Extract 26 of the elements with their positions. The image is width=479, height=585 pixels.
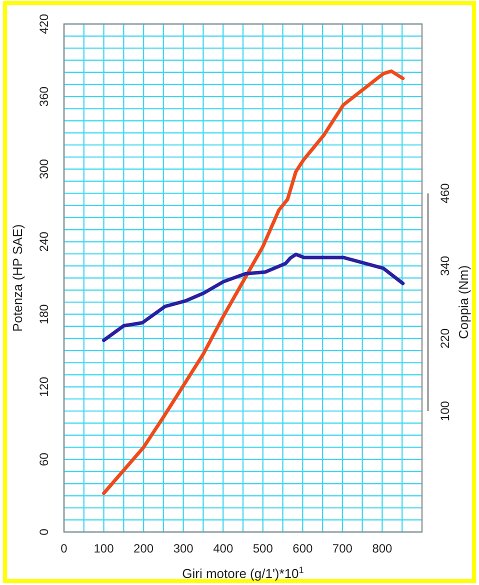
y-axis-title: Potenza (HP SAE)	[10, 224, 25, 332]
y2-axis-title: Coppia (Nm)	[456, 265, 471, 340]
x-tick-label: 500	[252, 542, 274, 556]
y-tick-label: 120	[37, 376, 52, 397]
y-tick-label: 60	[37, 452, 52, 466]
y2-tick-label: 100	[438, 400, 452, 422]
x-axis-title: Giri motore (g/1')*10$^{1}$	[182, 565, 304, 581]
y2-tick-label: 340	[438, 256, 452, 276]
y-tick-label: 0	[37, 528, 52, 536]
x-tick-label: 400	[213, 542, 234, 556]
line-series	[102, 252, 405, 342]
y-tick-label: 300	[37, 158, 52, 180]
y-tick-label: 420	[37, 14, 52, 34]
x-tick-label: 800	[372, 542, 393, 556]
x-tick-label: 300	[173, 542, 194, 556]
y-tick-label: 360	[37, 86, 52, 107]
x-tick-label: 0	[60, 542, 68, 556]
y2-tick-label: 220	[438, 328, 452, 348]
y2-tick-label: 460	[438, 183, 452, 204]
x-tick-label: 100	[94, 542, 114, 556]
line-series	[102, 69, 405, 496]
x-tick-label: 200	[134, 542, 154, 556]
x-tick-label: 700	[332, 542, 353, 556]
y-tick-label: 240	[37, 231, 52, 252]
x-tick-label: 600	[292, 542, 313, 556]
y-tick-label: 180	[37, 304, 52, 324]
